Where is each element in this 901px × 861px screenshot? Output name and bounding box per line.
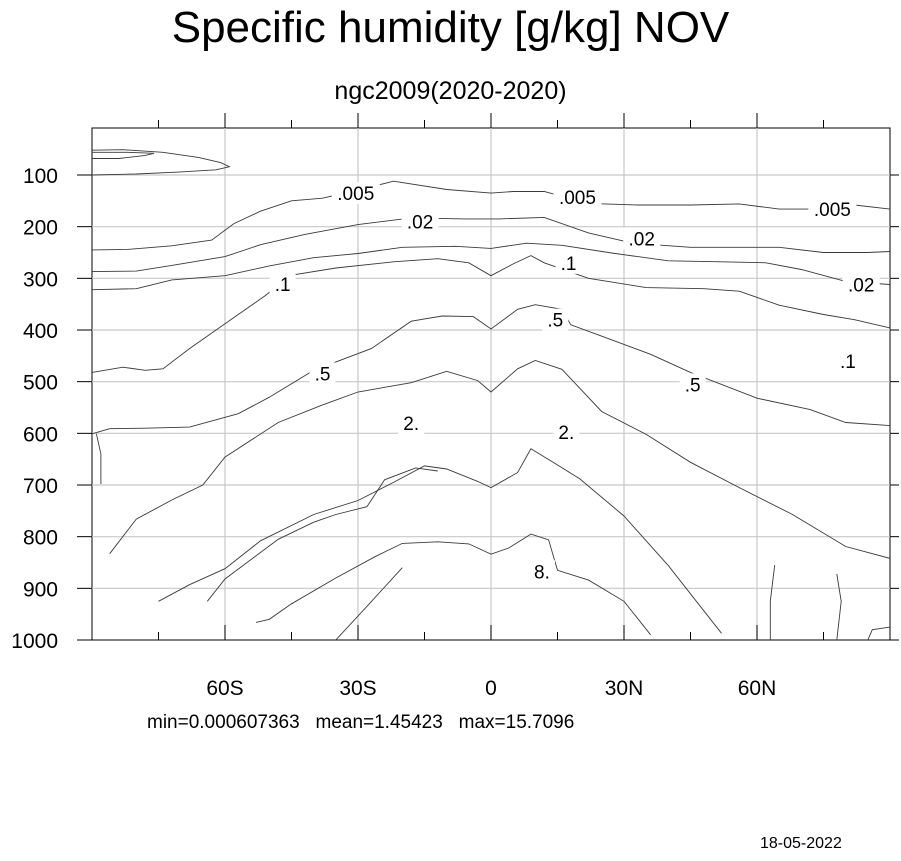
y-tick-label: 300 [23,268,58,291]
y-tick-label: 400 [23,320,58,343]
contour-label: .1 [275,275,291,296]
chart-subtitle: ngc2009(2020-2020) [334,77,567,105]
contour-line [91,149,231,176]
y-tick-label: 200 [23,217,58,240]
contour-label: .02 [629,230,655,251]
contour-label-bg [834,350,861,372]
contour-label-bg [401,210,439,233]
y-tick-label: 1000 [11,630,58,653]
contour-label-bg [331,182,380,205]
contour-label-bg [808,198,857,221]
y-tick-label: 500 [23,372,58,395]
contour-label: .02 [848,276,874,297]
contour-label-bg [679,373,706,396]
contour-label: .005 [814,200,851,221]
contour-label: 8. [534,562,550,583]
y-tick-label: 800 [23,527,58,550]
axis-ticks [77,113,899,641]
contour-line [769,565,776,640]
contour-line [91,255,891,373]
y-tick-label: 700 [23,475,58,498]
contour-label-bg [623,227,661,250]
contour-label: .005 [337,184,374,205]
contour-line [255,533,651,636]
contour-label: .5 [547,311,563,332]
y-tick-label: 900 [23,578,58,601]
y-tick-label: 600 [23,423,58,446]
contour-line [91,242,891,291]
contour-label: 2. [558,423,574,444]
contour-line [92,151,155,159]
contour-label: 2. [403,414,419,435]
contour-line [335,567,403,641]
contour-label-bg [555,251,582,274]
contour-label-bg [269,273,296,296]
contour-label-bg [542,308,569,331]
date-stamp: 18-05-2022 [760,835,842,852]
contour-label-bg [553,420,580,443]
contour-line [836,573,842,641]
x-tick-label: 0 [485,677,497,700]
contour-label-bg [309,362,336,385]
stats-summary: min=0.000607363 mean=1.45423 max=15.7096 [147,712,575,733]
chart-title: Specific humidity [g/kg] NOV [171,3,730,52]
contour-label: .1 [561,254,577,275]
contour-line [109,360,891,559]
contour-label: .5 [315,364,331,385]
contour-label-bg [528,560,555,583]
contour-lines [91,149,891,641]
x-tick-labels: 60S 30S 0 30N 60N [206,677,776,700]
contour-label-bg [842,273,880,296]
contour-line [91,304,891,435]
contour-label-bg [398,412,425,434]
x-tick-label: 30N [605,677,644,700]
contour-label: .005 [559,188,596,209]
y-tick-label: 100 [23,165,58,188]
contour-line [91,180,891,251]
contour-line [867,626,891,641]
contour-label: .5 [685,375,701,396]
x-tick-label: 60S [206,677,243,700]
contour-line [95,433,102,484]
contour-line [91,216,891,273]
y-tick-labels: 100 200 300 400 500 600 700 800 900 1000 [11,165,58,653]
x-tick-label: 30S [339,677,376,700]
x-tick-label: 60N [738,677,777,700]
contour-label-bg [553,186,602,209]
contour-labels: .005 .005 .005 .02 .02 .02 .1 .1 .1 .5 .5 .5 2. 2. 8. [269,182,880,583]
contour-label: .1 [840,352,856,373]
contour-line [158,448,722,634]
contour-label: .02 [407,213,433,234]
grid-lines [92,128,890,640]
contour-line [206,467,438,602]
